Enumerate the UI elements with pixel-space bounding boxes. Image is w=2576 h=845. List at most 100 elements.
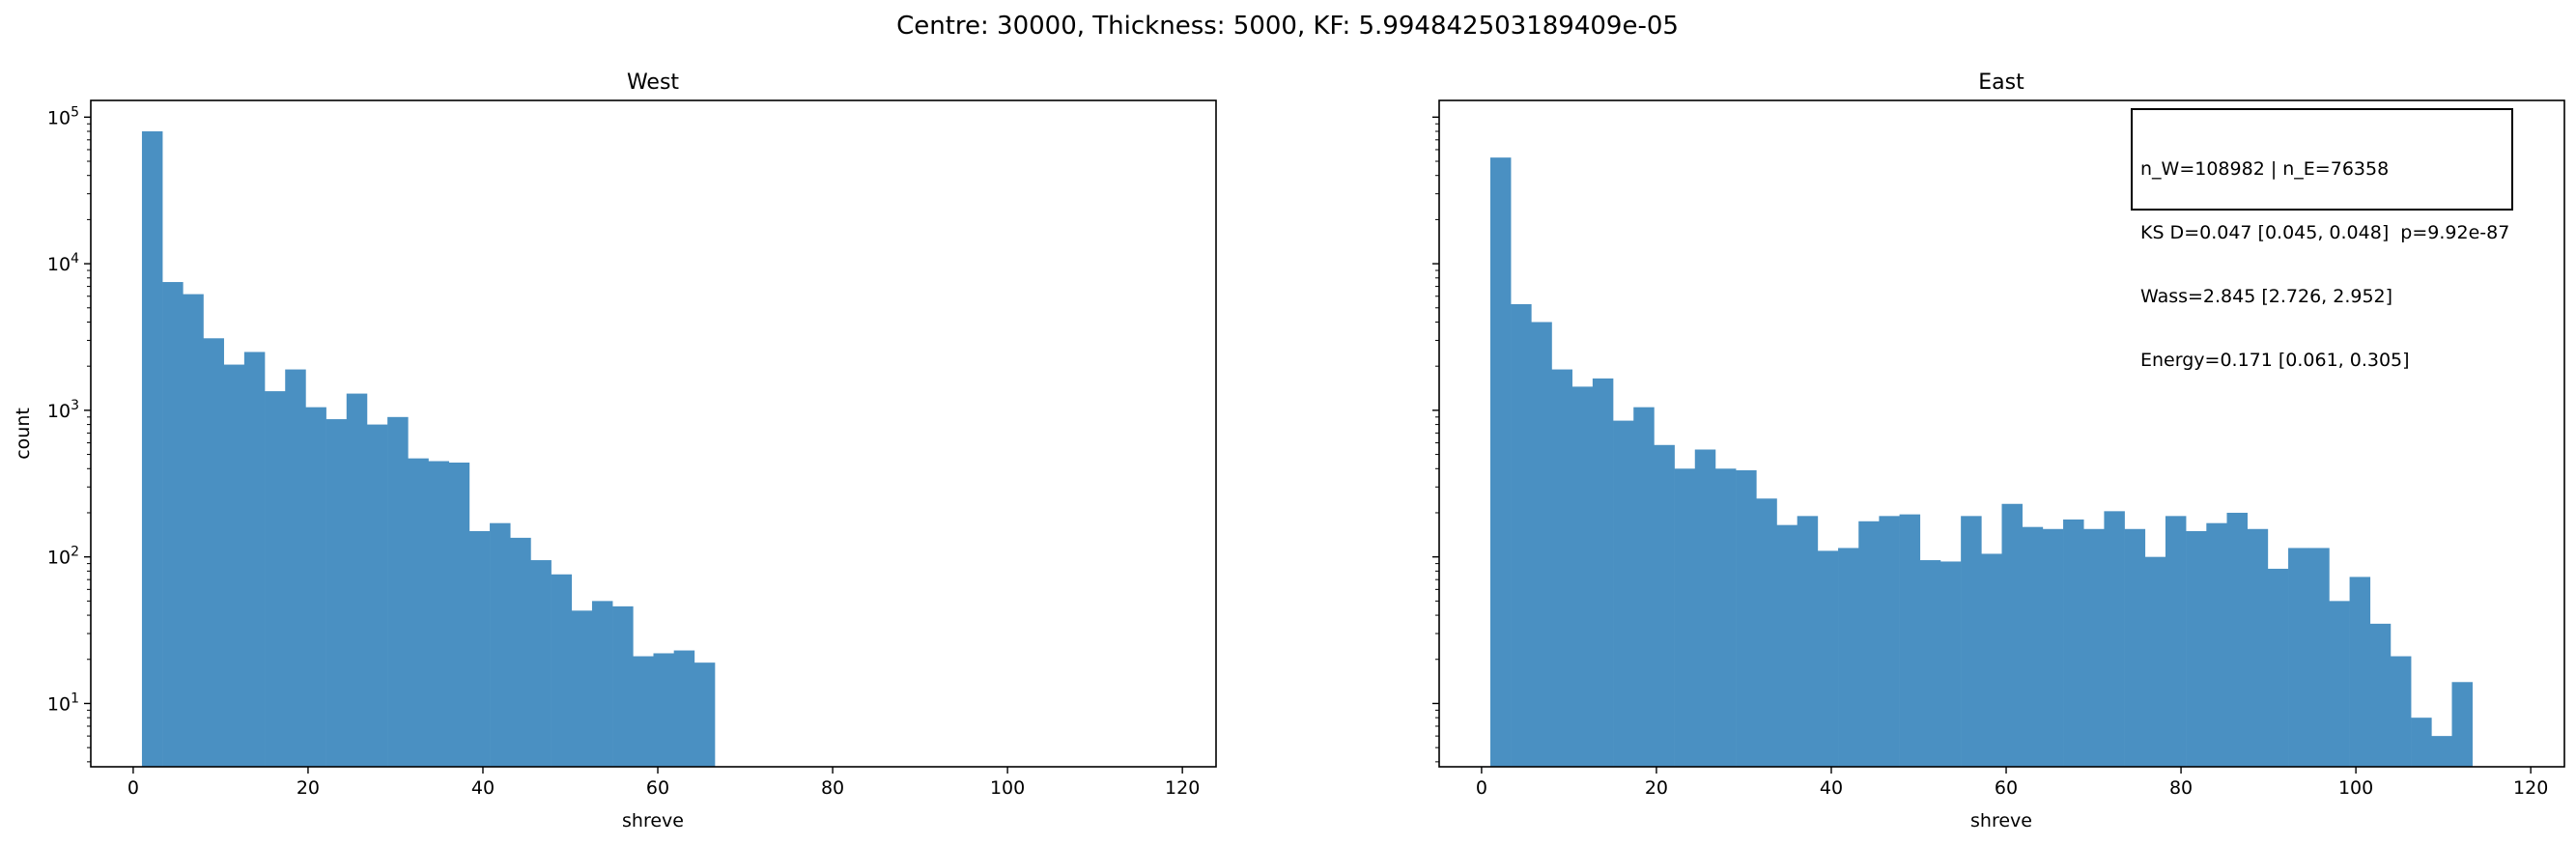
west-histogram-bar: [141, 131, 163, 767]
east-histogram-bar: [1674, 468, 1696, 767]
east-histogram-bar: [1531, 322, 1552, 767]
east-histogram-bar: [1613, 420, 1634, 767]
east-histogram-bar: [2063, 519, 2084, 767]
west-plot-frame: [90, 99, 1217, 768]
stats-line-energy: Energy=0.171 [0.061, 0.305]: [2140, 350, 2410, 371]
east-histogram-bar: [2247, 528, 2269, 767]
east-histogram-bar: [2104, 511, 2125, 767]
east-xtick-label: 0: [1476, 777, 1487, 799]
east-histogram-bar: [2431, 736, 2452, 767]
west-ytick-label: 105: [47, 104, 79, 128]
east-histogram-bar: [1633, 407, 1655, 767]
west-histogram-bar: [694, 662, 716, 767]
east-histogram-bar: [1776, 524, 1798, 767]
west-ytick-label: 101: [47, 690, 79, 715]
west-ylabel: count: [13, 408, 34, 460]
east-histogram-bar: [1919, 560, 1941, 767]
east-axes: 0 20 40 60 80 100 120 East shreve: [1432, 70, 2565, 831]
east-xtick-label: 40: [1820, 777, 1843, 799]
east-histogram-bar: [2369, 623, 2392, 767]
west-histogram-bar: [490, 522, 511, 767]
east-histogram-bar: [1939, 561, 1962, 767]
east-histogram-bar: [1571, 386, 1594, 767]
west-histogram-bar: [653, 653, 674, 767]
west-histogram-bar: [428, 461, 449, 767]
west-histogram-bars: [141, 131, 716, 767]
west-histogram-bar: [468, 530, 491, 767]
east-plot-frame: [1438, 99, 2565, 768]
west-histogram-bar: [571, 610, 593, 767]
east-histogram-bar: [2186, 530, 2207, 767]
east-xtick-label: 20: [1645, 777, 1668, 799]
west-title: West: [627, 70, 679, 95]
east-histogram-bar: [2451, 682, 2473, 767]
east-histogram-bar: [1817, 550, 1839, 767]
east-histogram-bars: [1489, 157, 2473, 767]
east-histogram-bar: [2022, 526, 2044, 767]
east-histogram-bar: [1694, 449, 1716, 767]
west-xtick-label: 60: [646, 777, 669, 799]
east-histogram-bar: [2001, 503, 2023, 767]
west-histogram-bar: [387, 416, 409, 767]
east-histogram-bar: [2144, 556, 2166, 767]
east-histogram-bar: [2308, 548, 2330, 767]
east-histogram-bar: [1838, 548, 1859, 767]
east-histogram-bar: [1879, 516, 1900, 767]
east-histogram-bar: [2267, 568, 2289, 767]
east-title: East: [1978, 70, 2024, 95]
east-histogram-bar: [1714, 468, 1737, 767]
west-histogram-bar: [408, 458, 429, 767]
east-histogram-bar: [1511, 303, 1532, 767]
east-histogram-bar: [1899, 514, 1921, 767]
east-histogram-bar: [2083, 528, 2105, 767]
east-xtick-label: 100: [2338, 777, 2373, 799]
east-histogram-bar: [1736, 469, 1757, 767]
west-histogram-bar: [203, 338, 224, 767]
stats-line-ks: KS D=0.047 [0.045, 0.048] p=9.92e-87: [2140, 222, 2510, 243]
west-ytick-label: 103: [47, 398, 79, 422]
west-histogram-bar: [223, 364, 245, 767]
stats-annotation-box: n_W=108982 | n_E=76358 KS D=0.047 [0.045…: [2131, 108, 2513, 371]
west-histogram-bar: [183, 294, 204, 767]
stats-line-counts: n_W=108982 | n_E=76358: [2140, 158, 2390, 180]
west-ytick-label: 104: [47, 251, 79, 275]
east-histogram-bar: [2226, 512, 2248, 767]
west-histogram-bar: [530, 560, 552, 767]
west-xtick-label: 20: [297, 777, 320, 799]
east-xtick-label: 80: [2169, 777, 2193, 799]
east-xtick-label: 120: [2513, 777, 2548, 799]
east-histogram-bar: [1592, 378, 1614, 767]
east-histogram-bar: [2165, 516, 2187, 767]
east-histogram-bar: [2124, 528, 2146, 767]
west-histogram-bar: [243, 352, 266, 767]
west-histogram-bar: [162, 282, 184, 767]
west-xtick-label: 40: [471, 777, 495, 799]
west-histogram-bar: [305, 407, 326, 767]
east-histogram-bar: [1797, 516, 1819, 767]
east-histogram-bar: [1858, 521, 1880, 767]
east-xtick-label: 60: [1995, 777, 2018, 799]
east-histogram-bar: [2288, 548, 2309, 767]
west-ytick-label: 102: [47, 545, 79, 569]
west-histogram-bar: [265, 391, 286, 767]
west-histogram-bar: [633, 656, 654, 767]
east-histogram-bar: [2349, 577, 2371, 767]
west-histogram-bar: [673, 650, 695, 767]
east-histogram-bar: [1756, 498, 1777, 767]
west-histogram-bar: [448, 463, 470, 767]
west-xtick-label: 0: [127, 777, 139, 799]
west-histogram-bar: [510, 537, 531, 767]
east-histogram-bar: [1654, 444, 1675, 767]
east-xlabel: shreve: [1970, 810, 2032, 831]
west-xtick-label: 100: [990, 777, 1025, 799]
east-histogram-bar: [2411, 718, 2432, 767]
west-histogram-bar: [551, 574, 573, 767]
west-histogram-bar: [285, 369, 306, 767]
west-histogram-bar: [591, 601, 613, 767]
east-histogram-bar: [1981, 553, 2002, 767]
west-xtick-label: 120: [1165, 777, 1200, 799]
east-histogram-bar: [1551, 369, 1572, 767]
east-histogram-bar: [1489, 157, 1512, 767]
west-histogram-bar: [612, 606, 634, 767]
